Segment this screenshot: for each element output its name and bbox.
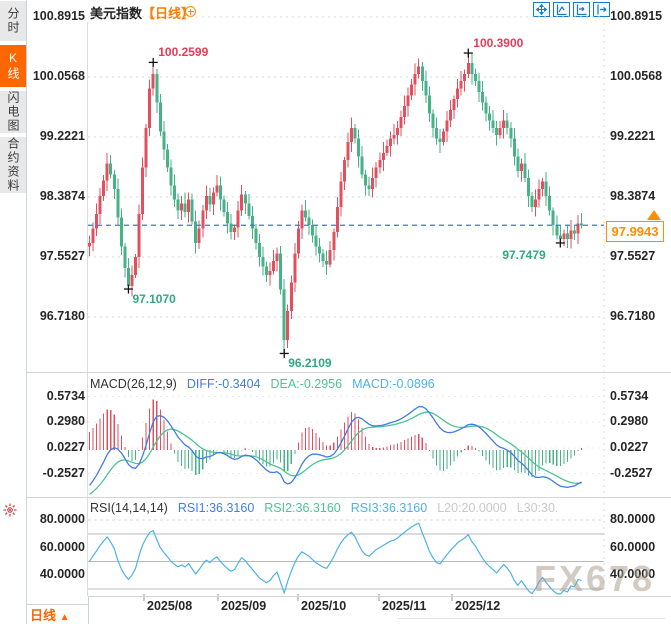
period-selector[interactable]: 日线 ▲: [30, 605, 70, 624]
macd-header: MACD(26,12,9) DIFF:-0.3404 DEA:-0.2956 MACD…: [90, 377, 445, 391]
rsi1-value: RSI1:36.3160: [177, 501, 255, 515]
rsi3-value: RSI3:36.3160: [350, 501, 428, 515]
rsi-axis-label-left: 60.0000: [39, 539, 85, 554]
panel-separator: [397, 618, 665, 619]
annotation-low-96-2109: 96.2109: [288, 356, 332, 371]
panel-separator: [27, 497, 671, 498]
symbol-title: 美元指数: [90, 6, 143, 21]
macd-axis-label-left: 0.0227: [46, 439, 85, 454]
rsi-axis-label-right: 40.0000: [610, 567, 656, 582]
rsi-l20-label: L20:20.0000: [437, 501, 507, 515]
rsi-axis-label-right: 60.0000: [610, 539, 656, 554]
macd-axis-label-left: -0.2527: [42, 465, 85, 480]
y-axis-label-right: 97.5527: [610, 249, 656, 263]
macd-axis-label-right: 0.0227: [610, 439, 649, 454]
macd-axis-label-right: 0.5734: [610, 388, 649, 403]
y-axis-label-right: 96.7180: [610, 309, 656, 323]
macd-diff-value: DIFF:-0.3404: [186, 377, 261, 391]
zoom-y-axis-icon[interactable]: [553, 2, 570, 17]
alert-sun-icon: [3, 503, 17, 517]
y-axis-label-right: 100.0568: [610, 69, 663, 83]
x-axis-month-label: 2025/08: [147, 599, 193, 613]
chart-toolbar: [533, 2, 610, 17]
triangle-up-icon: ▲: [59, 612, 70, 623]
x-axis-month-label: 2025/10: [301, 599, 347, 613]
y-axis-label-left: 99.2221: [39, 129, 85, 143]
y-axis-label-left: 97.5527: [39, 249, 85, 263]
crosshair-move-icon[interactable]: [533, 2, 550, 17]
sidebar-tab-time-chart[interactable]: 分时图: [0, 1, 26, 41]
y-axis-label-left: 98.3874: [39, 189, 85, 203]
macd-dea-value: DEA:-0.2956: [270, 377, 343, 391]
macd-axis-label-left: 0.2980: [46, 414, 85, 429]
macd-axis-label-left: 0.5734: [46, 388, 85, 403]
rsi-axis-label-left: 40.0000: [39, 567, 85, 582]
y-axis-label-left: 100.0568: [32, 69, 85, 83]
y-axis-label-right: 98.3874: [610, 189, 656, 203]
macd-params-label: MACD(26,12,9): [90, 377, 177, 391]
rsi-axis-label-right: 80.0000: [610, 512, 656, 526]
y-axis-label-left: 100.8915: [32, 9, 85, 23]
watermark: FX678: [534, 558, 656, 599]
macd-axis-label-right: -0.2527: [610, 465, 653, 480]
rsi-l30-label: L30:30.: [516, 501, 559, 515]
rsi-axis-label-left: 80.0000: [39, 512, 85, 526]
y-axis-label-right: 99.2221: [610, 129, 656, 143]
annotation-low-97-7479: 97.7479: [502, 247, 546, 262]
macd-axis-label-right: 0.2980: [610, 414, 649, 429]
sidebar: 分时图 K线图 闪电图 合约资料: [0, 0, 27, 624]
annotation-high-100-2599: 100.2599: [158, 45, 209, 60]
sidebar-tab-contract-info[interactable]: 合约资料: [0, 137, 26, 193]
panel-separator: [27, 372, 671, 373]
y-axis-label-right: 100.8915: [610, 9, 663, 23]
sidebar-tab-flash-chart[interactable]: 闪电图: [0, 91, 26, 133]
y-axis-label-left: 96.7180: [39, 309, 85, 323]
panel-separator: [88, 597, 89, 624]
annotation-low-97-1070: 97.1070: [132, 292, 176, 307]
panel-separator: [26, 604, 88, 605]
macd-value: MACD:-0.0896: [352, 377, 435, 391]
pan-right-icon[interactable]: [593, 2, 610, 17]
rsi-params-label: RSI(14,14,14): [90, 501, 168, 515]
rsi-header: RSI(14,14,14) RSI1:36.3160 RSI2:36.3160 RSI…: [90, 501, 568, 515]
period-selector-label: 日线: [30, 608, 57, 623]
sidebar-tab-kline-chart[interactable]: K线图: [0, 45, 26, 87]
x-axis-month-label: 2025/11: [382, 599, 427, 613]
panel-separator: [88, 596, 671, 597]
current-price-box: 97.9943: [606, 221, 664, 242]
current-price-triangle-icon: [647, 210, 661, 220]
x-axis-month-label: 2025/09: [221, 599, 267, 613]
x-axis-month-label: 2025/12: [455, 599, 501, 613]
rsi2-value: RSI2:36.3160: [264, 501, 341, 515]
annotation-high-100-3900: 100.3900: [473, 36, 524, 51]
